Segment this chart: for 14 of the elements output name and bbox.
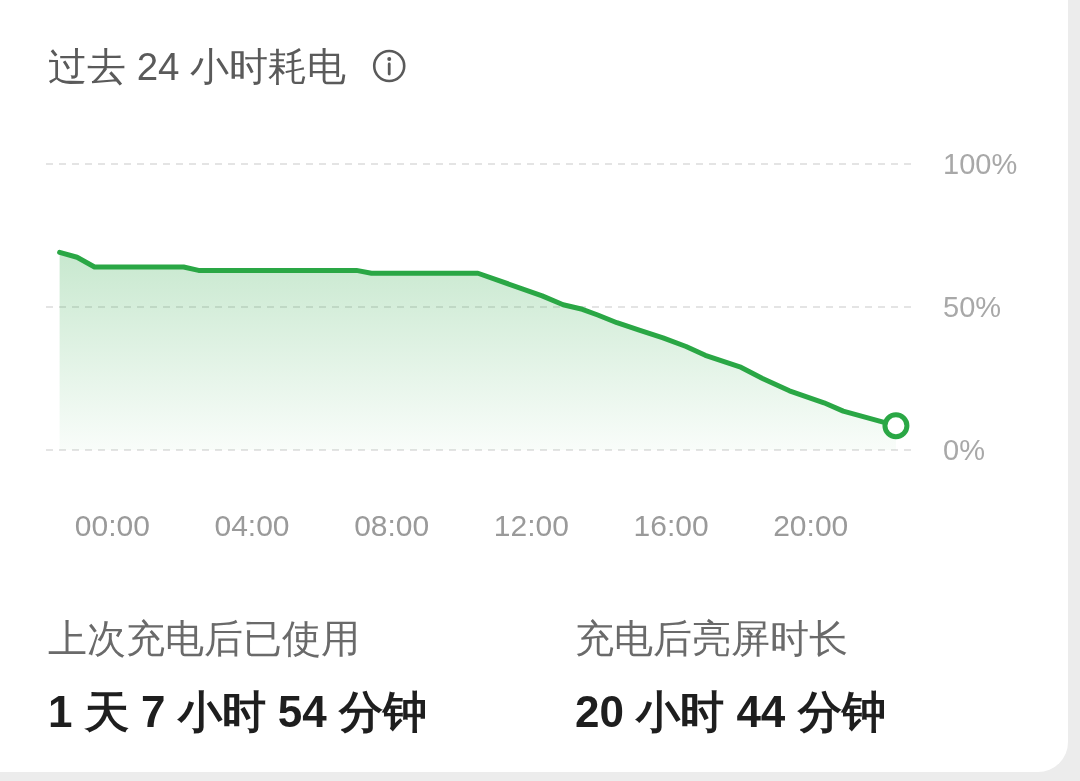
- x-tick-label: 16:00: [633, 508, 709, 542]
- y-tick-label: 50%: [943, 291, 1002, 323]
- x-tick-label: 00:00: [74, 508, 150, 542]
- x-tick-label: 20:00: [773, 508, 849, 542]
- y-tick-label: 100%: [943, 148, 1018, 180]
- text: 充电后亮屏时长: [575, 617, 848, 660]
- x-tick-label: 12:00: [493, 508, 569, 542]
- text: 上次充电后已使用: [48, 617, 360, 660]
- text: 20 小时 44 分钟: [575, 687, 886, 736]
- chart-title: 过去 24 小时耗电: [48, 45, 347, 88]
- x-tick-label: 04:00: [214, 508, 290, 542]
- y-tick-label: 0%: [943, 434, 985, 466]
- x-tick-label: 08:00: [354, 508, 430, 542]
- text: 1 天 7 小时 54 分钟: [48, 687, 428, 736]
